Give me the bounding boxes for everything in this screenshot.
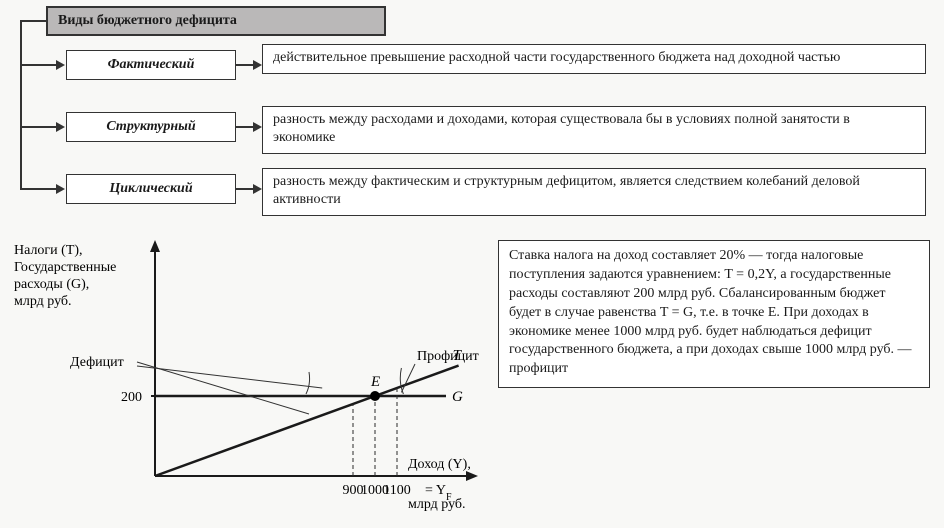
- type-name-1: Фактический: [108, 57, 195, 73]
- chart-container: Налоги (T), Государственные расходы (G), мл…: [10, 234, 488, 524]
- info-box: Ставка налога на доход составляет 20% — …: [498, 240, 930, 388]
- desc-text-2: разность между расходами и доходами, кот…: [273, 112, 850, 145]
- connector-h-header: [20, 20, 46, 22]
- connector-h-3b: [236, 188, 254, 190]
- type-box-3: Циклический: [66, 174, 236, 204]
- connector-h-1a: [20, 64, 56, 66]
- svg-text:Налоги (T),: Налоги (T),: [14, 243, 83, 258]
- svg-text:Дефицит: Дефицит: [70, 355, 124, 370]
- arrow-2b: [253, 122, 262, 132]
- svg-text:Профицит: Профицит: [417, 349, 479, 364]
- type-box-1: Фактический: [66, 50, 236, 80]
- svg-text:млрд руб.: млрд руб.: [14, 294, 72, 309]
- desc-box-1: действительное превышение расходной част…: [262, 44, 926, 74]
- arrow-3a: [56, 184, 65, 194]
- desc-box-3: разность между фактическим и структурным…: [262, 168, 926, 216]
- svg-text:млрд руб.: млрд руб.: [408, 497, 466, 512]
- connector-h-1b: [236, 64, 254, 66]
- svg-text:E: E: [370, 374, 380, 390]
- type-box-2: Структурный: [66, 112, 236, 142]
- header-text: Виды бюджетного дефицита: [58, 13, 237, 29]
- arrow-3b: [253, 184, 262, 194]
- header-box: Виды бюджетного дефицита: [46, 6, 386, 36]
- svg-text:Доход (Y),: Доход (Y),: [408, 457, 471, 472]
- connector-h-3a: [20, 188, 56, 190]
- deficit-chart: Налоги (T), Государственные расходы (G), мл…: [10, 234, 488, 524]
- svg-text:1100: 1100: [383, 483, 410, 498]
- arrow-1a: [56, 60, 65, 70]
- info-text: Ставка налога на доход составляет 20% — …: [509, 248, 912, 376]
- type-name-2: Структурный: [106, 119, 195, 135]
- type-name-3: Циклический: [109, 181, 192, 197]
- connector-vertical: [20, 20, 22, 188]
- arrow-2a: [56, 122, 65, 132]
- desc-text-3: разность между фактическим и структурным…: [273, 174, 860, 207]
- desc-box-2: разность между расходами и доходами, кот…: [262, 106, 926, 154]
- svg-text:200: 200: [121, 390, 142, 405]
- connector-h-2a: [20, 126, 56, 128]
- arrow-1b: [253, 60, 262, 70]
- desc-text-1: действительное превышение расходной част…: [273, 50, 840, 65]
- svg-text:расходы (G),: расходы (G),: [14, 277, 89, 292]
- svg-text:Государственные: Государственные: [14, 260, 116, 275]
- svg-text:G: G: [452, 389, 463, 405]
- connector-h-2b: [236, 126, 254, 128]
